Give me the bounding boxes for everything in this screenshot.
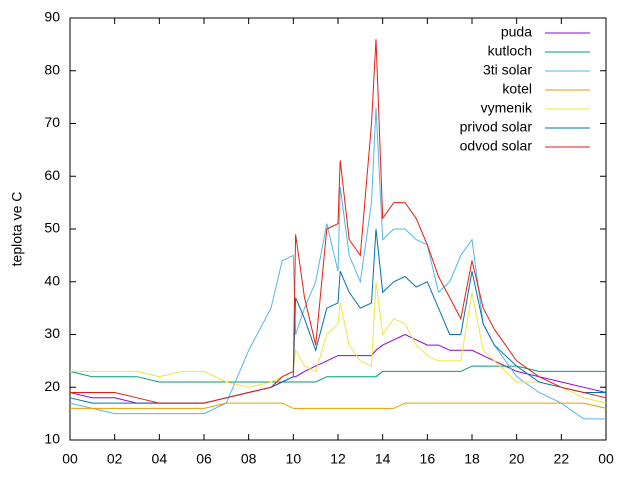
x-tick-label: 04	[152, 451, 168, 467]
x-tick-label: 02	[107, 451, 123, 467]
y-tick-label: 40	[44, 272, 60, 288]
series-line	[70, 39, 607, 404]
y-tick-label: 20	[44, 378, 60, 394]
x-tick-label: 18	[464, 451, 480, 467]
legend-label: kutloch	[488, 43, 532, 59]
y-axis-label: teplota ve C	[9, 192, 25, 267]
x-tick-label: 00	[598, 451, 614, 467]
y-tick-label: 60	[44, 167, 60, 183]
series-line	[69, 365, 606, 383]
x-tick-label: 22	[554, 451, 570, 467]
y-tick-label: 10	[44, 431, 60, 447]
x-tick-label: 14	[375, 451, 391, 467]
x-tick-label: 00	[62, 451, 78, 467]
x-tick-label: 06	[196, 451, 212, 467]
legend-label: vymenik	[481, 100, 533, 116]
legend-label: privod solar	[460, 119, 533, 135]
series-line	[69, 333, 607, 404]
legend-label: puda	[501, 24, 532, 40]
series-line	[69, 107, 606, 420]
x-tick-label: 16	[420, 451, 436, 467]
x-tick-label: 12	[330, 451, 346, 467]
y-tick-label: 90	[44, 9, 60, 25]
x-tick-label: 08	[241, 451, 257, 467]
legend-label: 3ti solar	[483, 62, 532, 78]
y-tick-label: 80	[44, 61, 60, 77]
y-tick-label: 30	[44, 325, 60, 341]
legend-label: kotel	[502, 81, 532, 97]
y-tick-label: 70	[44, 114, 60, 130]
x-tick-label: 10	[286, 451, 302, 467]
legend-label: odvod solar	[460, 138, 533, 154]
series-line	[70, 402, 607, 409]
series-line	[70, 281, 607, 404]
x-tick-label: 20	[509, 451, 525, 467]
y-tick-label: 50	[44, 220, 60, 236]
